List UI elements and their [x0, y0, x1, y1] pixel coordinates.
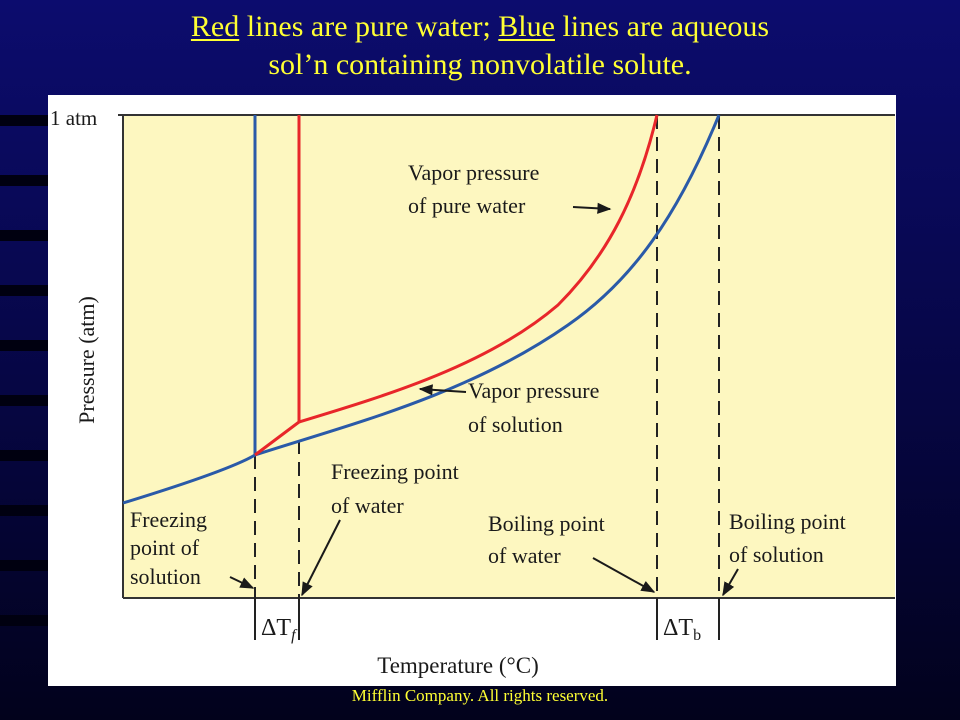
- water-vapor-curve: [298, 114, 659, 424]
- plot-area: [123, 115, 895, 598]
- delta-tf-label: ΔTf: [261, 615, 298, 644]
- y-axis-label: Pressure (atm): [74, 296, 99, 424]
- bp-solution-label-1: Boiling point: [729, 509, 846, 534]
- left-edge-stripes: [0, 95, 48, 695]
- vapor-water-label-1: Vapor pressure: [408, 160, 539, 185]
- bp-solution-label-2: of solution: [729, 542, 824, 567]
- bp-water-label-1: Boiling point: [488, 511, 605, 536]
- fp-water-label-2: of water: [331, 493, 404, 518]
- fp-water-arrow: [301, 519, 341, 597]
- title-text-a: lines are pure water;: [239, 10, 499, 43]
- title-line-1: Red lines are pure water; Blue lines are…: [0, 8, 960, 46]
- diagram-panel: 1 atm Pressure (atm) Vapor pressure of p…: [48, 95, 896, 686]
- slide-title: Red lines are pure water; Blue lines are…: [0, 8, 960, 84]
- fp-solution-arrow: [229, 576, 255, 589]
- phase-diagram: 1 atm Pressure (atm) Vapor pressure of p…: [50, 106, 895, 678]
- vapor-solution-label-1: Vapor pressure: [468, 378, 599, 403]
- bp-water-arrow: [592, 557, 656, 593]
- fp-solution-label-3: solution: [130, 564, 201, 589]
- delta-tb-label: ΔTb: [663, 615, 701, 644]
- delta-tb-main: ΔT: [663, 615, 693, 641]
- one-atm-label: 1 atm: [50, 106, 97, 130]
- delta-tf-sub: f: [291, 627, 298, 644]
- fp-water-label-1: Freezing point: [331, 459, 459, 484]
- vapor-water-label-2: of pure water: [408, 193, 526, 218]
- title-blue-word: Blue: [498, 10, 555, 43]
- x-axis-label: Temperature (°C): [377, 653, 538, 678]
- title-text-b: lines are aqueous: [554, 10, 770, 43]
- water-sublimation-curve: [254, 420, 300, 457]
- solution-vapor-curve: [122, 114, 721, 505]
- delta-tf-main: ΔT: [261, 615, 291, 641]
- title-line-2: sol’n containing nonvolatile solute.: [268, 48, 692, 81]
- fp-solution-label-1: Freezing: [130, 507, 207, 532]
- bp-solution-arrow: [722, 568, 739, 597]
- copyright-footer: Mifflin Company. All rights reserved.: [351, 686, 609, 705]
- vapor-solution-label-2: of solution: [468, 412, 563, 437]
- fp-solution-label-2: point of: [130, 535, 200, 560]
- bp-water-label-2: of water: [488, 543, 561, 568]
- vapor-water-arrow: [572, 202, 612, 214]
- delta-tb-sub: b: [693, 627, 701, 644]
- vapor-solution-arrow: [418, 384, 467, 396]
- title-red-word: Red: [190, 10, 240, 43]
